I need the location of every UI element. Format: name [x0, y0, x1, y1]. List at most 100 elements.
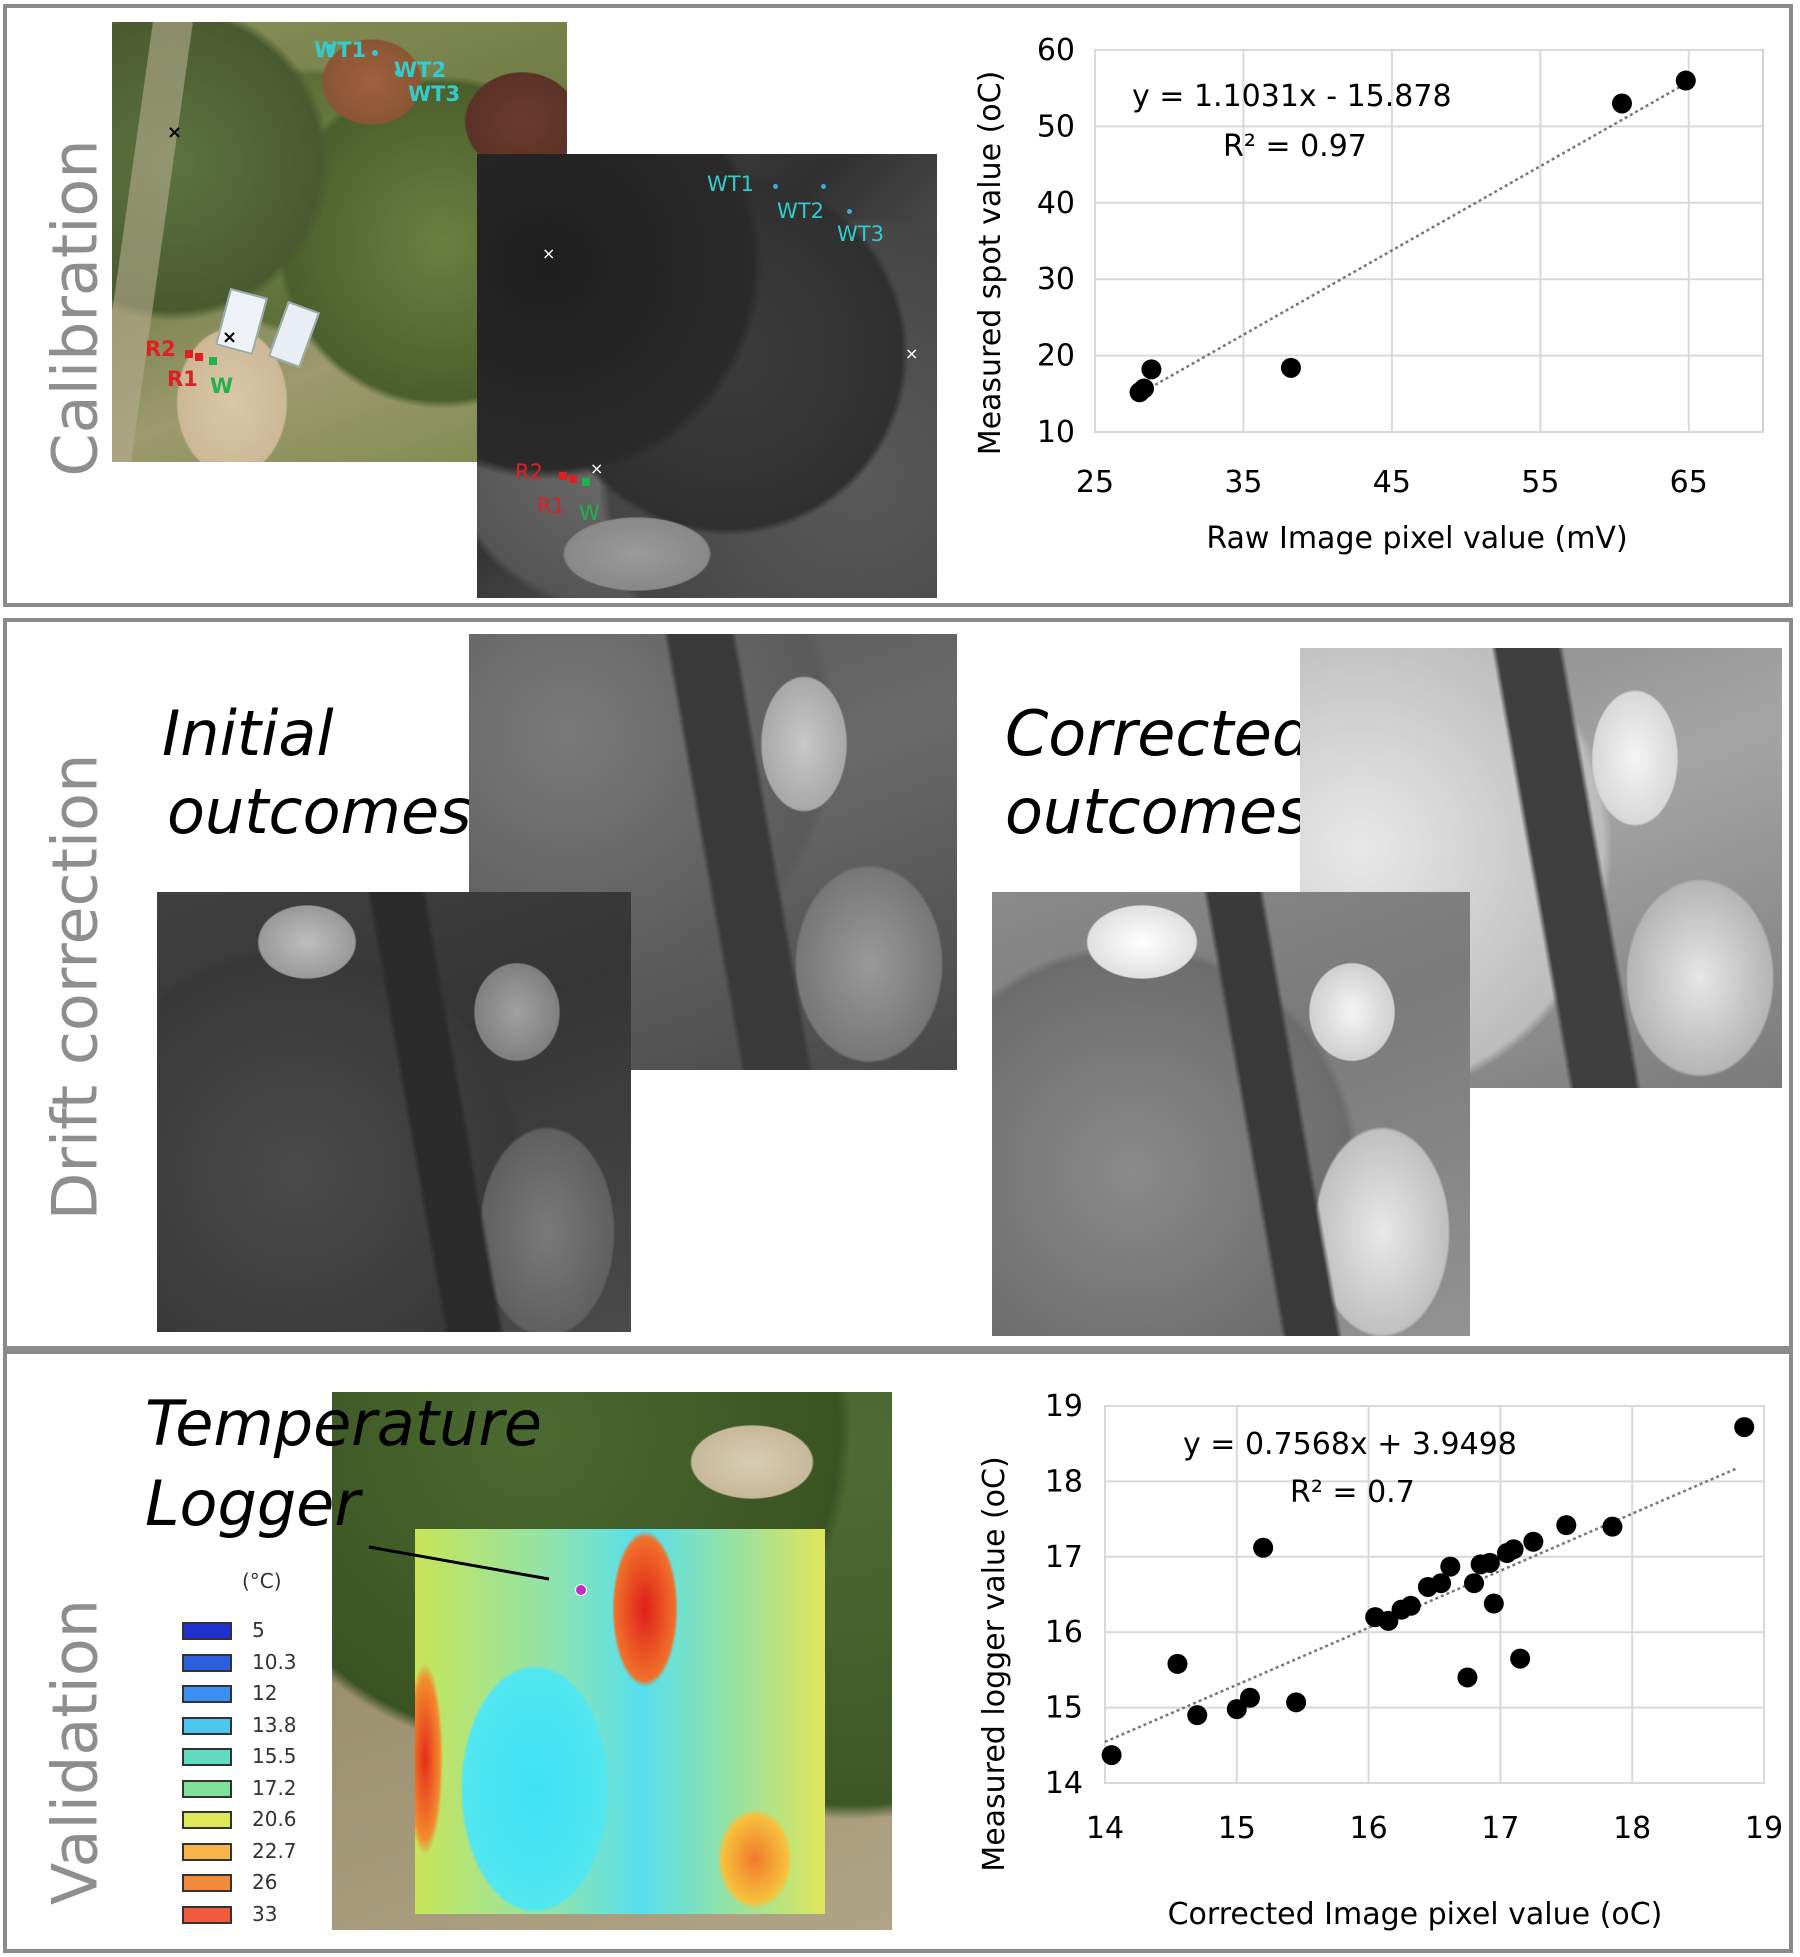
data-point: [1378, 1610, 1399, 1631]
validation-grid: [1104, 1405, 1765, 1784]
data-point: [1101, 1745, 1122, 1766]
legend-swatch: [182, 1622, 232, 1640]
data-point: [1510, 1648, 1531, 1669]
logger-label-line2: Logger: [145, 1467, 360, 1540]
thermal-calibration-image: × × × WT1 WT2 WT3 R2 R1 W: [477, 154, 937, 598]
data-point: [1457, 1667, 1478, 1688]
data-point: [1286, 1692, 1307, 1713]
legend-swatch: [182, 1716, 232, 1735]
marker-r2: R2: [145, 337, 176, 361]
data-point: [1675, 70, 1696, 91]
corrected-thermal-tile-front: [992, 892, 1470, 1336]
data-point: [1141, 359, 1162, 380]
y-tick-label: 60: [1037, 33, 1075, 68]
corrected-outcomes-line2: outcomes: [1005, 775, 1310, 848]
data-point: [1734, 1417, 1755, 1438]
initial-outcomes-line1: Initial: [162, 697, 334, 770]
validation-r2: R² = 0.7: [1290, 1475, 1415, 1510]
data-point: [1556, 1515, 1577, 1536]
trendline: [1138, 80, 1690, 395]
validation-trendline: [1104, 1466, 1739, 1744]
calibration-y-axis-label: Measured spot value (oC): [973, 71, 1008, 456]
data-point: [1239, 1687, 1260, 1708]
y-tick-label: 50: [1037, 109, 1075, 144]
legend-label: 10.3: [252, 1649, 297, 1674]
validation-x-axis-label: Corrected Image pixel value (oC): [1168, 1897, 1663, 1932]
calibration-trendline: [1138, 80, 1690, 395]
data-point: [1479, 1552, 1500, 1573]
calibration-x-axis-label: Raw Image pixel value (mV): [1206, 521, 1627, 556]
calibration-points: [1129, 70, 1696, 403]
x-tick-label: 15: [1218, 1811, 1256, 1846]
y-tick-label: 20: [1037, 339, 1075, 374]
legend-label: 17.2: [252, 1775, 297, 1800]
legend-label: 12: [252, 1681, 278, 1705]
y-tick-label: 15: [1045, 1691, 1083, 1726]
x-tick-label: 16: [1350, 1811, 1388, 1846]
legend-swatch: [182, 1685, 232, 1703]
data-point: [1440, 1556, 1461, 1577]
data-point: [1187, 1705, 1208, 1726]
data-point: [1523, 1531, 1544, 1552]
legend-label: 15.5: [252, 1744, 297, 1768]
x-tick-label: 65: [1670, 465, 1708, 500]
calibration-scatter-chart: 25 35 45 55 65 10 20 30 40 50 60 y = 1.1031x - 15.…: [973, 33, 1764, 556]
validation-y-axis-label: Measured logger value (oC): [977, 1456, 1012, 1871]
marker-wt1: WT1: [314, 38, 367, 62]
legend-swatch: [182, 1779, 232, 1798]
y-tick-label: 10: [1037, 415, 1075, 450]
data-point: [1167, 1653, 1188, 1674]
data-point: [1280, 357, 1301, 378]
logger-label-line1: Temperature: [145, 1387, 542, 1460]
legend-swatch: [182, 1811, 232, 1829]
calibration-equation: y = 1.1031x - 15.878: [1132, 79, 1452, 114]
legend-swatch: [182, 1905, 232, 1924]
thermal-marker-wt2: WT2: [777, 199, 824, 223]
marker-r1: R1: [167, 367, 198, 391]
data-point: [1253, 1537, 1274, 1558]
logger-pointer-line: [368, 1545, 550, 1581]
marker-wt3: WT3: [408, 82, 461, 106]
calibration-r2: R² = 0.97: [1223, 129, 1367, 164]
thermal-marker-w: W: [579, 501, 600, 525]
calibration-ticks: 25 35 45 55 65 10 20 30 40 50 60: [1037, 33, 1708, 500]
legend-swatch: [182, 1748, 232, 1766]
initial-outcomes-line2: outcomes: [167, 775, 472, 848]
x-tick-label: 25: [1076, 465, 1114, 500]
y-tick-label: 18: [1045, 1464, 1083, 1499]
thermal-marker-wt3: WT3: [837, 222, 884, 246]
validation-thermal-overlay: [415, 1529, 825, 1914]
legend-swatch: [182, 1842, 232, 1861]
data-point: [1400, 1595, 1421, 1616]
initial-thermal-tile-front: [157, 892, 631, 1332]
drift-correction-panel: Drift correction Initial outcomes Correc…: [3, 618, 1793, 1350]
validation-panel: Validation Temperature Logger (°C) 5 10.3…: [3, 1350, 1793, 1953]
y-tick-label: 17: [1045, 1540, 1083, 1575]
x-tick-label: 18: [1613, 1811, 1651, 1846]
x-tick-label: 35: [1224, 465, 1262, 500]
legend-label: 22.7: [252, 1838, 297, 1863]
legend-label: 20.6: [252, 1807, 297, 1831]
calibration-grid: [1094, 49, 1764, 433]
x-tick-label: 55: [1521, 465, 1559, 500]
data-point: [1226, 1699, 1247, 1720]
marker-w: W: [210, 374, 234, 398]
legend-title: (°C): [242, 1569, 282, 1593]
data-point: [1483, 1593, 1504, 1614]
plot-frame: [1104, 1405, 1765, 1784]
validation-scatter-chart: 14 15 16 17 18 19 14 15 16 17 18 19 y = 0.7568x + 3…: [977, 1389, 1783, 1932]
y-tick-label: 30: [1037, 262, 1075, 297]
thermal-marker-r2: R2: [515, 460, 543, 484]
validation-ticks: 14 15 16 17 18 19 14 15 16 17 18 19: [1045, 1389, 1783, 1846]
thermal-marker-wt1: WT1: [707, 172, 754, 196]
y-tick-label: 19: [1045, 1389, 1083, 1424]
logger-location-marker: [575, 1584, 587, 1596]
data-point: [1503, 1539, 1524, 1560]
y-tick-label: 16: [1045, 1615, 1083, 1650]
y-tick-label: 40: [1037, 186, 1075, 221]
x-tick-label: 45: [1373, 465, 1411, 500]
calibration-panel: Calibration × × WT1 WT2 WT3 R2 R1 W × × …: [3, 4, 1793, 607]
data-point: [1464, 1573, 1485, 1594]
legend-label: 26: [252, 1870, 278, 1894]
legend-label: 33: [252, 1901, 278, 1926]
